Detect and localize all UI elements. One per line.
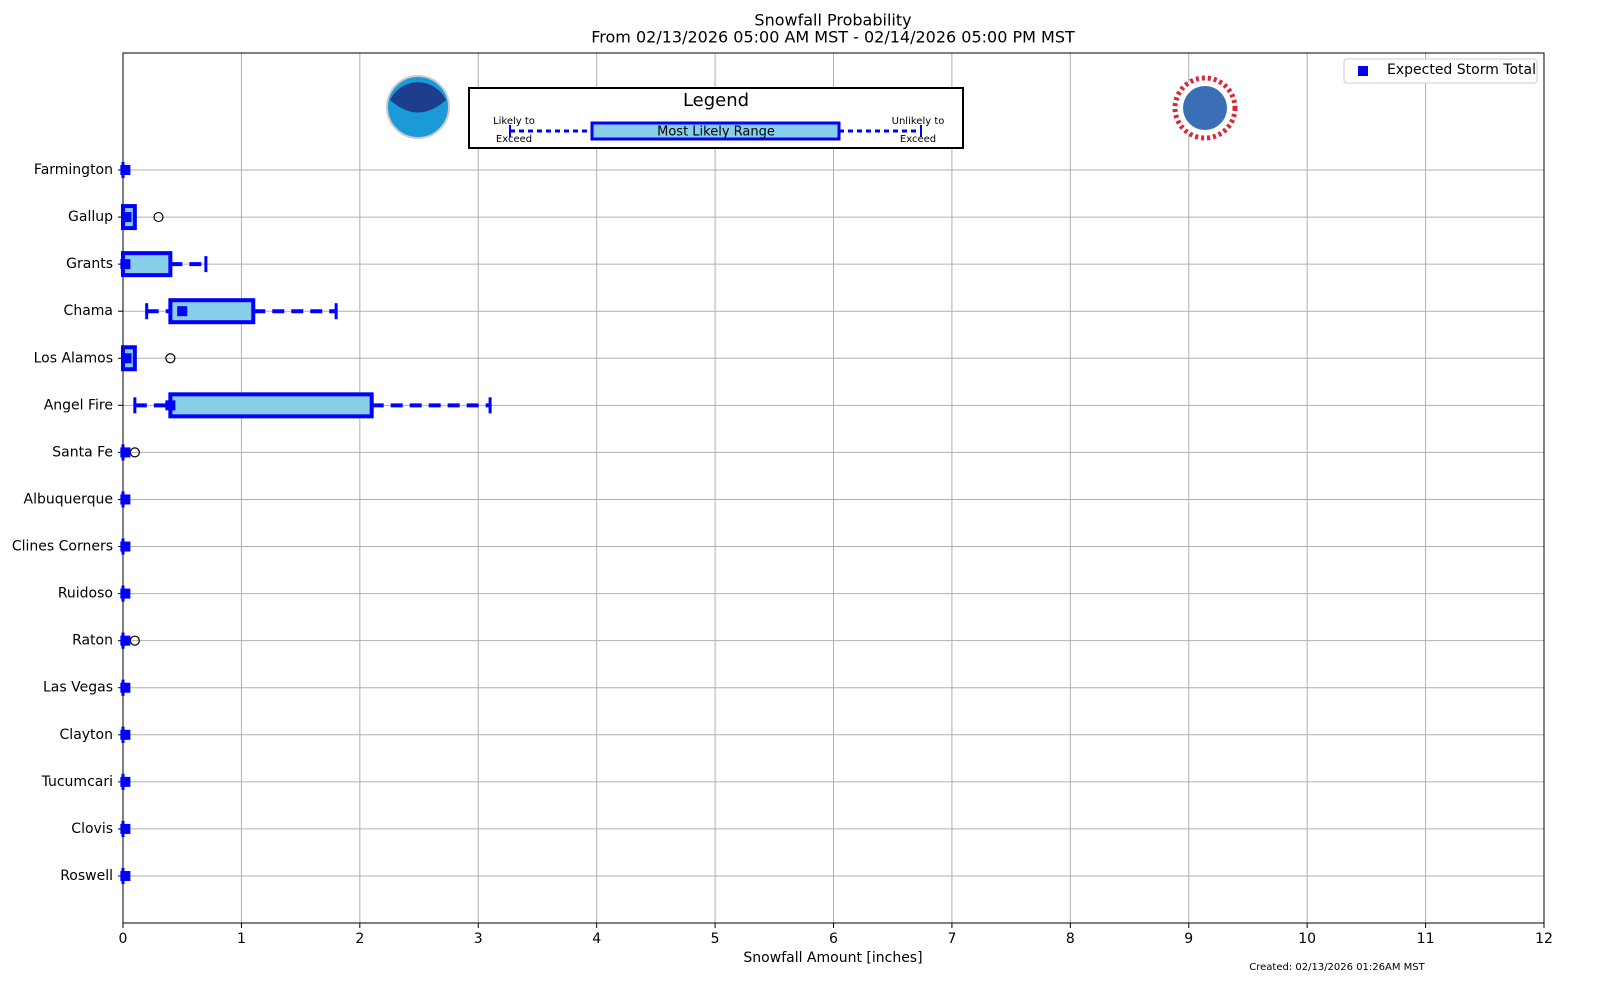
legend-inset-label: Exceed [900, 134, 936, 145]
chart-subtitle: From 02/13/2026 05:00 AM MST - 02/14/202… [591, 28, 1075, 47]
mean-marker [120, 635, 131, 646]
y-tick-label: Angel Fire [44, 397, 113, 413]
mean-marker [121, 353, 132, 364]
box [168, 298, 256, 325]
mean-marker [121, 212, 132, 223]
y-tick-label: Las Vegas [43, 680, 113, 696]
legend-frame [1343, 58, 1538, 84]
y-tick-label: Clines Corners [12, 539, 113, 555]
y-tick-label: Farmington [34, 162, 113, 178]
mean-marker [120, 871, 131, 881]
y-tick-label: Albuquerque [24, 491, 113, 507]
legend-inset-box-label: Most Likely Range [657, 125, 775, 140]
x-tick-label: 4 [592, 931, 601, 947]
x-tick-label: 7 [947, 931, 956, 947]
x-tick-label: 8 [1066, 931, 1075, 947]
legend-inset-label: Exceed [496, 134, 532, 145]
x-tick-label: 5 [711, 931, 720, 947]
outlier [165, 353, 176, 364]
mean-marker [120, 588, 131, 599]
box [168, 392, 374, 419]
y-tick-label: Tucumcari [41, 774, 113, 790]
x-tick-label: 6 [829, 931, 838, 947]
mean-marker [120, 259, 131, 270]
y-tick-label: Clovis [71, 821, 113, 837]
x-tick-label: 12 [1535, 931, 1553, 947]
mean-marker [165, 400, 176, 411]
mean-marker [120, 494, 131, 505]
legend-inset-label: Unlikely to [892, 116, 945, 127]
y-tick-label: Grants [66, 256, 113, 272]
legend-inset-title: Legend [683, 90, 749, 111]
x-tick-label: 3 [474, 931, 483, 947]
footnote: Created: 02/13/2026 01:26AM MST [1249, 962, 1425, 973]
mean-marker [120, 165, 131, 175]
x-tick-label: 11 [1417, 931, 1435, 947]
legend-inset-box [590, 121, 841, 141]
y-tick-label: Roswell [60, 868, 113, 884]
mean-marker [120, 823, 131, 834]
legend-inset-label: Likely to [493, 116, 535, 127]
plot-frame [122, 52, 1545, 924]
mean-marker [177, 306, 188, 317]
legend-label: Expected Storm Total [1387, 62, 1536, 78]
x-tick-label: 10 [1298, 931, 1316, 947]
mean-marker [120, 447, 131, 458]
y-tick-label: Raton [72, 633, 113, 649]
chart-title: Snowfall Probability [754, 11, 911, 30]
x-tick-label: 0 [119, 931, 128, 947]
x-tick-label: 1 [237, 931, 246, 947]
y-tick-label: Santa Fe [52, 444, 113, 460]
y-tick-label: Ruidoso [58, 586, 113, 602]
nws-logo-inner [1183, 86, 1227, 130]
y-tick-label: Los Alamos [34, 350, 113, 366]
legend-marker [1358, 66, 1368, 76]
mean-marker [120, 729, 131, 740]
outlier [153, 211, 164, 223]
mean-marker [120, 776, 131, 787]
noaa-logo-top [390, 82, 446, 113]
x-tick-label: 9 [1184, 931, 1193, 947]
y-tick-label: Clayton [60, 727, 113, 743]
y-tick-label: Chama [64, 303, 113, 319]
x-tick-label: 2 [355, 931, 364, 947]
mean-marker [120, 541, 131, 552]
y-tick-label: Gallup [68, 209, 113, 225]
x-axis-label: Snowfall Amount [inches] [743, 950, 922, 966]
mean-marker [120, 682, 131, 693]
